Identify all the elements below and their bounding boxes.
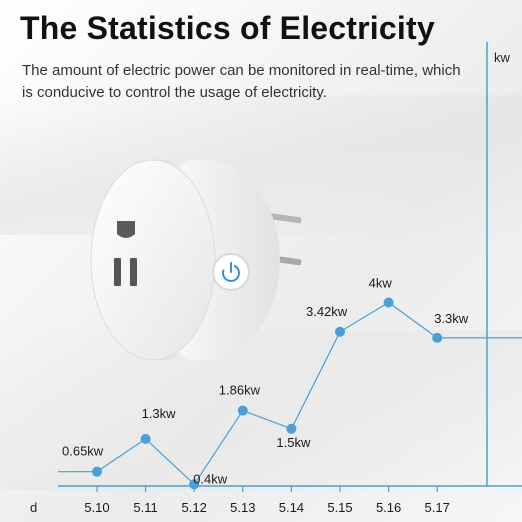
data-point-5.13 xyxy=(237,405,248,416)
data-label-5.12: 0.4kw xyxy=(193,471,228,486)
y-axis-unit-label: kw xyxy=(494,50,510,65)
page-title: The Statistics of Electricity xyxy=(20,10,435,46)
data-point-5.16 xyxy=(383,297,394,308)
x-tick-label-5.13: 5.13 xyxy=(230,500,255,515)
data-label-5.15: 3.42kw xyxy=(306,304,348,319)
x-tick-label-5.12: 5.12 xyxy=(182,500,207,515)
series-line xyxy=(96,301,438,486)
data-point-5.12 xyxy=(189,479,200,490)
smart-plug-image xyxy=(90,159,302,361)
data-point-5.10 xyxy=(92,466,102,477)
data-label-5.17: 3.3kw xyxy=(434,311,469,326)
data-label-5.13: 1.86kw xyxy=(219,383,261,398)
data-point-5.15 xyxy=(335,326,345,337)
x-tick-label-5.16: 5.16 xyxy=(376,500,401,515)
data-label-5.14: 1.5kw xyxy=(276,435,311,450)
data-point-5.11 xyxy=(140,433,151,444)
x-tick-label-5.10: 5.10 xyxy=(84,500,109,515)
data-point-5.14 xyxy=(286,423,297,434)
x-tick-label-5.11: 5.11 xyxy=(133,500,157,515)
x-axis-unit-label: d xyxy=(30,500,38,515)
data-label-5.10: 0.65kw xyxy=(62,444,104,459)
x-tick-label-5.14: 5.14 xyxy=(279,500,304,515)
data-point-5.17 xyxy=(432,332,443,343)
x-tick-label-5.15: 5.15 xyxy=(327,500,352,515)
data-label-5.11: 1.3kw xyxy=(142,406,177,421)
power-icon xyxy=(212,253,250,291)
page-subtitle: The amount of electric power can be moni… xyxy=(22,62,461,101)
data-label-5.16: 4kw xyxy=(369,276,393,291)
x-tick-label-5.17: 5.17 xyxy=(425,500,450,515)
